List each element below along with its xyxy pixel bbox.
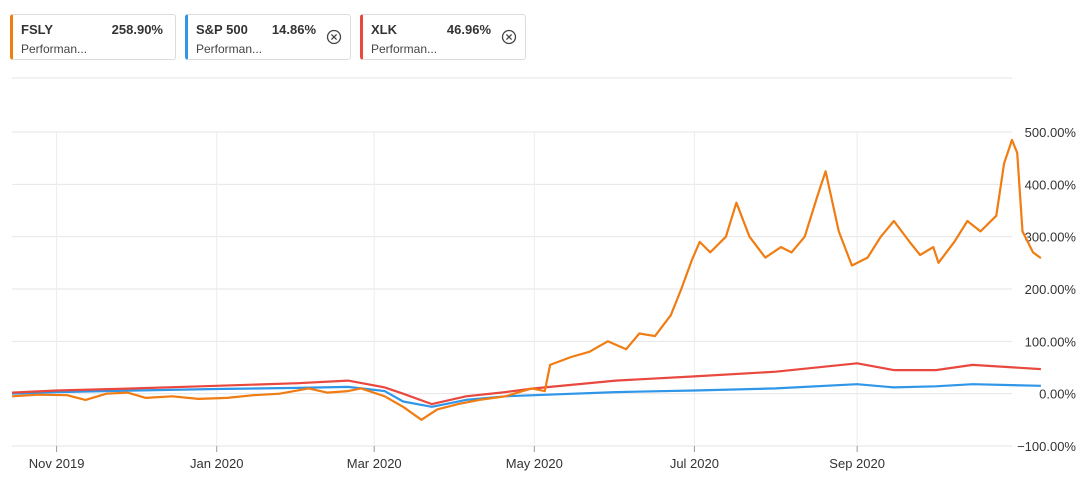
legend-subtitle: Performan... xyxy=(21,42,88,56)
legend-symbol: FSLY xyxy=(21,22,54,37)
legend-value: 46.96% xyxy=(446,22,491,37)
y-tick-label: −100.00% xyxy=(1017,439,1076,454)
legend: FSLY 258.90% Performan... S&P 500 14.86%… xyxy=(10,14,526,60)
y-tick-label: 300.00% xyxy=(1025,230,1077,245)
legend-symbol: XLK xyxy=(371,22,397,37)
y-tick-label: 0.00% xyxy=(1039,387,1076,402)
y-tick-label: 100.00% xyxy=(1025,334,1077,349)
x-tick-label: Mar 2020 xyxy=(347,456,402,471)
close-circle-icon[interactable] xyxy=(326,29,342,45)
close-circle-icon[interactable] xyxy=(501,29,517,45)
y-tick-label: 400.00% xyxy=(1025,177,1077,192)
legend-card-sp500[interactable]: S&P 500 14.86% Performan... xyxy=(185,14,351,60)
x-tick-label: Nov 2019 xyxy=(29,456,85,471)
legend-card-xlk[interactable]: XLK 46.96% Performan... xyxy=(360,14,526,60)
legend-value: 258.90% xyxy=(111,22,163,37)
x-tick-label: Sep 2020 xyxy=(829,456,885,471)
legend-subtitle: Performan... xyxy=(371,42,438,56)
x-tick-label: Jan 2020 xyxy=(190,456,244,471)
legend-symbol: S&P 500 xyxy=(196,22,248,37)
legend-subtitle: Performan... xyxy=(196,42,263,56)
series-line-xlk xyxy=(11,362,1041,406)
x-tick-label: Jul 2020 xyxy=(670,456,719,471)
legend-card-fsly[interactable]: FSLY 258.90% Performan... xyxy=(10,14,176,60)
y-tick-label: 200.00% xyxy=(1025,282,1077,297)
x-tick-label: May 2020 xyxy=(506,456,563,471)
legend-value: 14.86% xyxy=(271,22,316,37)
series-line-fsly xyxy=(11,138,1042,421)
y-tick-label: 500.00% xyxy=(1025,125,1077,140)
